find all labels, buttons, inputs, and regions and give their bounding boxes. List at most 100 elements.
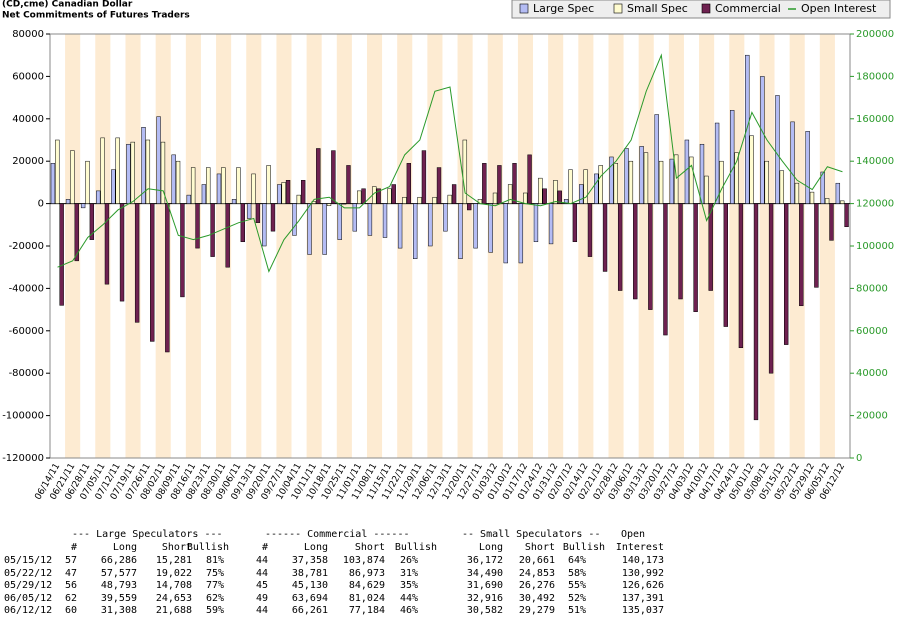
bar — [633, 203, 638, 300]
band — [517, 34, 534, 458]
table-cell: 126,626 — [621, 580, 664, 591]
bar — [840, 200, 845, 204]
band — [185, 34, 201, 458]
table-cell: 26% — [399, 555, 418, 566]
y2-tick-label: 120000 — [856, 199, 894, 210]
bar — [382, 203, 388, 238]
band — [457, 34, 473, 458]
legend-swatch — [519, 3, 529, 14]
bar — [579, 184, 584, 204]
table-cell: 24,653 — [155, 592, 192, 604]
bar — [296, 194, 301, 204]
bar — [814, 203, 819, 288]
bar — [598, 165, 603, 204]
table-cell: 44 — [255, 555, 268, 566]
bar — [195, 203, 200, 249]
bar — [693, 203, 698, 312]
bar — [326, 203, 332, 206]
band — [397, 34, 413, 458]
table-cell: # — [261, 542, 268, 553]
bar — [55, 139, 60, 204]
table-cell: 47 — [64, 567, 77, 579]
bar — [488, 203, 493, 253]
table-cell: 06/12/12 — [4, 605, 53, 616]
table-cell: Bullish — [186, 542, 229, 553]
bar — [451, 184, 457, 204]
bar — [719, 160, 724, 204]
y-tick-label: -20000 — [9, 241, 44, 252]
y-tick-label: 60000 — [12, 71, 44, 82]
table-cell: Short — [524, 542, 555, 553]
bar — [397, 203, 403, 249]
bar — [572, 203, 578, 243]
bar — [115, 137, 120, 204]
table-cell: 32,916 — [466, 592, 503, 604]
chart-subtitle: Net Commitments of Futures Traders — [2, 11, 190, 21]
y-tick-label: -40000 — [9, 283, 44, 294]
table-cell: # — [70, 542, 77, 553]
table-cell: 05/22/12 — [4, 567, 53, 579]
table-cell: 45,130 — [291, 580, 328, 591]
bar — [678, 203, 683, 300]
table-cell: 77,184 — [348, 605, 385, 616]
table-cell: 66,261 — [291, 605, 328, 616]
legend-box — [511, 0, 891, 19]
bar — [322, 203, 327, 255]
y2-tick-label: 40000 — [856, 368, 888, 379]
bar — [523, 192, 528, 204]
bar — [467, 203, 472, 211]
bar — [829, 203, 834, 241]
y2-tick-label: 0 — [856, 453, 862, 464]
bar — [337, 203, 342, 240]
bar — [190, 167, 196, 204]
table-cell: 35% — [399, 580, 418, 591]
bar — [104, 203, 110, 285]
table-cell: 75% — [205, 567, 224, 579]
bar — [729, 110, 735, 204]
bar — [542, 188, 547, 204]
bar — [602, 203, 608, 272]
table-cell: 05/29/12 — [4, 580, 53, 591]
bar — [89, 203, 95, 240]
bar — [492, 192, 498, 204]
table-cell: 62% — [205, 592, 224, 604]
band — [487, 34, 503, 458]
bar — [156, 116, 161, 204]
bar — [251, 173, 256, 204]
bar — [270, 203, 276, 232]
y2-tick-label: 100000 — [856, 241, 894, 252]
bar — [376, 188, 381, 204]
table-cell: 15,281 — [155, 555, 192, 566]
bar — [175, 160, 181, 204]
y-tick-label: 80000 — [12, 29, 44, 40]
table-cell: 29,279 — [518, 605, 555, 616]
bar — [497, 165, 502, 204]
chart: (CD,cme) Canadian Dollar Net Commitments… — [2, 0, 894, 502]
bar — [820, 171, 825, 204]
table-cell: --- Large Speculators --- — [72, 529, 223, 540]
bar — [482, 163, 487, 204]
bar — [775, 95, 780, 204]
bar — [794, 182, 800, 204]
bar — [346, 165, 351, 204]
table-cell: Long — [112, 542, 137, 553]
bar — [59, 203, 64, 306]
bar — [669, 158, 674, 204]
y2-tick-label: 160000 — [856, 114, 894, 125]
bar — [809, 191, 815, 204]
bar — [96, 190, 101, 204]
bar — [663, 203, 668, 336]
y-tick-label: 40000 — [12, 114, 44, 125]
bar — [799, 203, 804, 307]
bar — [714, 122, 720, 204]
bar — [628, 160, 634, 204]
y-tick-label: -120000 — [2, 453, 44, 464]
bar — [436, 167, 442, 204]
bar — [428, 203, 433, 247]
bar — [527, 154, 532, 204]
band — [65, 34, 81, 458]
bar — [790, 121, 795, 204]
bar — [745, 54, 750, 204]
y-tick-label: 0 — [38, 199, 44, 210]
bar — [145, 139, 151, 204]
